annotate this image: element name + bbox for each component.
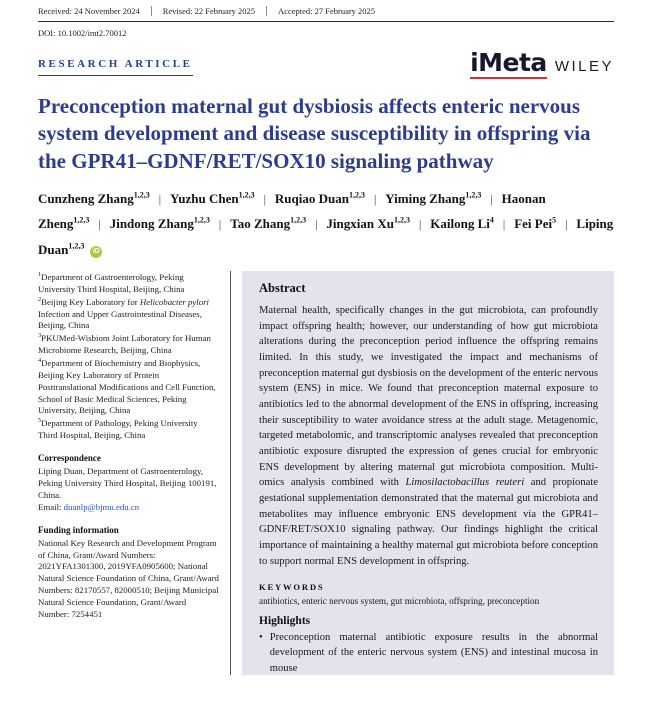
- paper-title: Preconception maternal gut dysbiosis aff…: [38, 94, 591, 173]
- left-sidebar: 1Department of Gastroenterology, Peking …: [38, 271, 219, 675]
- article-type-label: RESEARCH ARTICLE: [38, 58, 193, 76]
- imeta-logo: iMeta: [470, 48, 547, 79]
- keywords-text: antibiotics, enteric nervous system, gut…: [259, 595, 540, 606]
- highlight-item: • Preconception maternal antibiotic expos…: [259, 630, 598, 676]
- author-name: Cunzheng Zhang1,2,3: [38, 190, 150, 206]
- received-date: Received: 24 November 2024: [38, 6, 152, 16]
- author-separator: |: [218, 219, 222, 232]
- affiliation-list: 1Department of Gastroenterology, Peking …: [38, 271, 219, 442]
- author-separator: |: [418, 219, 422, 232]
- author-name: Jingxian Xu1,2,3: [326, 215, 410, 232]
- highlights-heading: Highlights: [259, 614, 311, 627]
- author-name: Jindong Zhang1,2,3: [109, 215, 210, 232]
- author-separator: |: [565, 219, 568, 232]
- keywords-heading: KEYWORDS: [259, 581, 325, 592]
- affiliation: 1Department of Gastroenterology, Peking …: [38, 271, 185, 294]
- author-separator: |: [315, 219, 318, 232]
- affiliation: 5Department of Pathology, Peking Univers…: [38, 417, 198, 441]
- funding-heading: Funding information: [38, 524, 119, 535]
- author-separator: |: [373, 193, 377, 206]
- author-list: Cunzheng Zhang1,2,3 | Yuzhu Chen1,2,3 | Ruqi…: [38, 186, 614, 262]
- content-columns: 1Department of Gastroenterology, Peking …: [38, 271, 614, 676]
- bullet-icon: •: [259, 631, 263, 643]
- affiliation: 3PKUMed-Wisbiom Joint Laboratory for Hum…: [38, 332, 211, 356]
- doi: DOI: 10.1002/imt2.70012: [38, 28, 127, 38]
- author-separator: |: [502, 219, 506, 232]
- journal-logo: iMeta WILEY: [470, 50, 614, 79]
- column-divider: [230, 271, 231, 676]
- revised-date: Revised: 22 February 2025: [163, 6, 268, 16]
- submission-dates-row: Received: 24 November 2024 Revised: 22 F…: [38, 6, 614, 22]
- author-name: Fei Pei5: [514, 215, 557, 232]
- wiley-logo: WILEY: [554, 58, 614, 75]
- abstract-box: Abstract Maternal health, specifically c…: [242, 271, 614, 676]
- author-separator: |: [98, 219, 101, 232]
- author-name: Ruqiao Duan1,2,3: [274, 190, 365, 206]
- author-name: Kailong Li4: [430, 215, 494, 232]
- affiliation: 4Department of Biochemistry and Biophysi…: [38, 356, 216, 416]
- highlight-text: Preconception maternal antibiotic exposu…: [269, 631, 598, 674]
- author-separator: |: [263, 193, 266, 206]
- accepted-date: Accepted: 27 February 2025: [278, 6, 376, 16]
- abstract-heading: Abstract: [259, 281, 306, 296]
- email-label: Email:: [38, 501, 64, 512]
- author-separator: |: [490, 193, 493, 206]
- orcid-icon[interactable]: iD: [90, 245, 103, 258]
- author-name: Yiming Zhang1,2,3: [385, 190, 482, 206]
- email-link[interactable]: duanlp@bjmu.edu.cn: [63, 501, 140, 512]
- abstract-text: Maternal health, specifically changes in…: [259, 305, 598, 567]
- author-name: Haonan Zheng1,2,3: [38, 190, 546, 232]
- correspondence-email-line: Email: duanlp@bjmu.edu.cn: [38, 502, 219, 514]
- author-name: Tao Zhang1,2,3: [230, 215, 307, 232]
- correspondence-heading: Correspondence: [38, 452, 101, 463]
- highlights-list: • Preconception maternal antibiotic expos…: [259, 630, 598, 676]
- author-separator: |: [158, 193, 162, 206]
- correspondence-text: Liping Duan, Department of Gastroenterol…: [38, 466, 217, 500]
- author-name: Yuzhu Chen1,2,3: [170, 190, 255, 206]
- author-name: Liping Duan1,2,3: [38, 216, 614, 257]
- article-type-row: RESEARCH ARTICLE iMeta WILEY: [38, 50, 614, 79]
- affiliation: 2Beijing Key Laboratory for Helicobacter…: [38, 295, 209, 331]
- funding-text: National Key Research and Development Pr…: [38, 537, 219, 619]
